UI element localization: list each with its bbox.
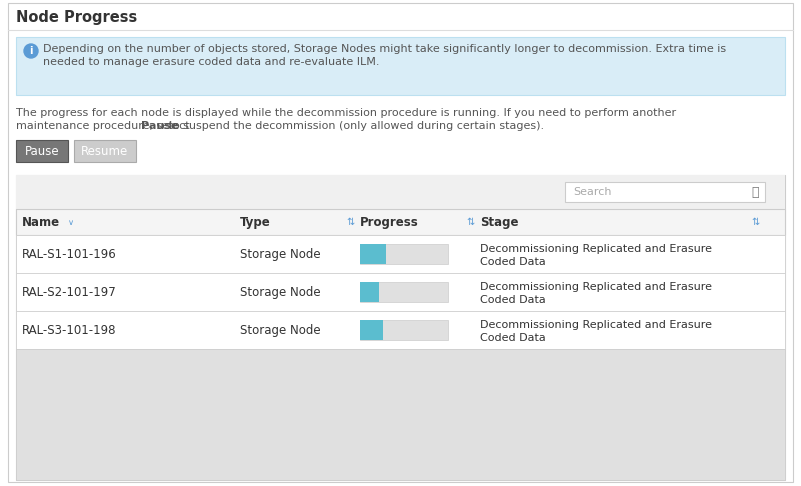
Text: RAL-S2-101-197: RAL-S2-101-197 <box>22 285 117 298</box>
Text: Storage Node: Storage Node <box>240 285 320 298</box>
Bar <box>360 320 448 340</box>
Text: Stage: Stage <box>480 215 518 228</box>
Text: Decommissioning Replicated and Erasure: Decommissioning Replicated and Erasure <box>480 320 712 330</box>
Text: Search: Search <box>573 187 611 197</box>
Text: maintenance procedure, select: maintenance procedure, select <box>16 121 193 131</box>
Text: RAL-S3-101-198: RAL-S3-101-198 <box>22 324 116 336</box>
Text: Progress: Progress <box>360 215 419 228</box>
Bar <box>16 235 785 273</box>
Bar <box>360 244 386 264</box>
Text: ∨: ∨ <box>68 218 74 226</box>
Text: ⇅: ⇅ <box>466 217 474 227</box>
Text: to suspend the decommission (only allowed during certain stages).: to suspend the decommission (only allowe… <box>165 121 545 131</box>
Bar <box>74 140 136 162</box>
Bar <box>16 140 68 162</box>
Text: ⇅: ⇅ <box>346 217 354 227</box>
Text: Coded Data: Coded Data <box>480 333 545 343</box>
Bar <box>360 320 383 340</box>
Text: Node Progress: Node Progress <box>16 10 137 25</box>
Bar <box>16 175 785 480</box>
Text: Pause: Pause <box>25 144 59 157</box>
Bar <box>16 209 785 235</box>
Bar <box>16 175 785 209</box>
Text: Name: Name <box>22 215 60 228</box>
Bar <box>16 273 785 311</box>
Circle shape <box>24 44 38 58</box>
Text: ⇅: ⇅ <box>751 217 759 227</box>
Text: Coded Data: Coded Data <box>480 257 545 267</box>
Text: Coded Data: Coded Data <box>480 295 545 305</box>
Text: Type: Type <box>240 215 271 228</box>
Bar <box>16 37 785 95</box>
Text: Depending on the number of objects stored, Storage Nodes might take significantl: Depending on the number of objects store… <box>43 44 727 54</box>
Text: Resume: Resume <box>82 144 129 157</box>
Bar <box>360 282 380 302</box>
Text: RAL-S1-101-196: RAL-S1-101-196 <box>22 247 117 260</box>
Text: The progress for each node is displayed while the decommission procedure is runn: The progress for each node is displayed … <box>16 108 676 118</box>
Text: needed to manage erasure coded data and re-evaluate ILM.: needed to manage erasure coded data and … <box>43 57 380 67</box>
Text: Storage Node: Storage Node <box>240 247 320 260</box>
Text: Decommissioning Replicated and Erasure: Decommissioning Replicated and Erasure <box>480 282 712 292</box>
Bar <box>565 182 765 202</box>
Bar <box>360 244 448 264</box>
Bar <box>16 349 785 480</box>
Bar <box>360 282 448 302</box>
Text: Storage Node: Storage Node <box>240 324 320 336</box>
Text: ⌕: ⌕ <box>751 186 759 198</box>
Text: Decommissioning Replicated and Erasure: Decommissioning Replicated and Erasure <box>480 244 712 254</box>
Text: Pause: Pause <box>142 121 179 131</box>
Text: i: i <box>30 46 33 56</box>
Bar <box>16 311 785 349</box>
